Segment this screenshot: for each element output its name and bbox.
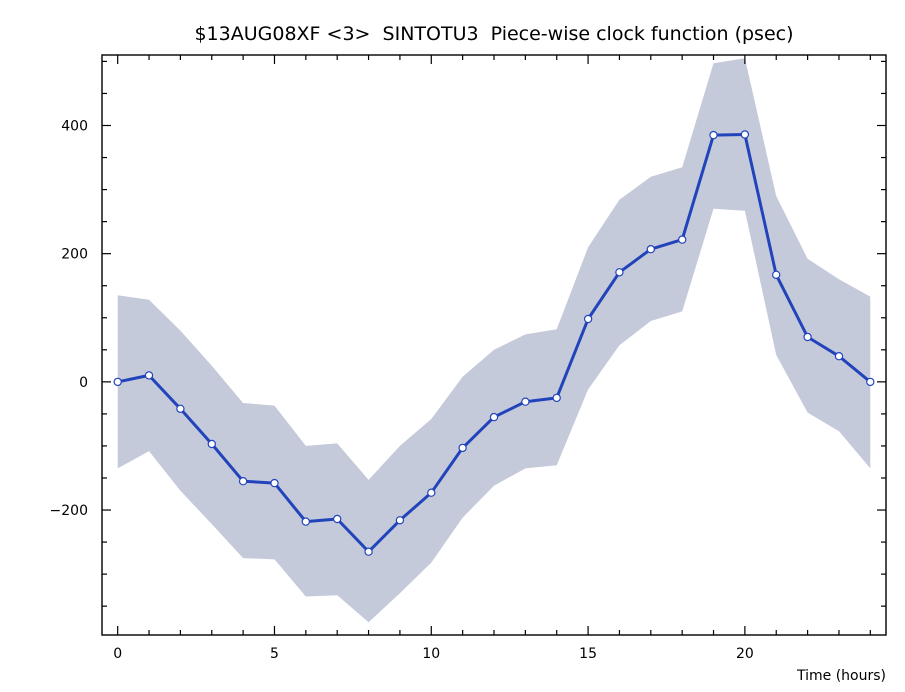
x-tick-label: 0 bbox=[113, 646, 122, 662]
data-point bbox=[521, 397, 530, 406]
x-axis-label: Time (hours) bbox=[796, 668, 886, 684]
data-point bbox=[144, 371, 154, 380]
x-tick-label: 5 bbox=[270, 646, 279, 662]
data-point bbox=[772, 270, 781, 279]
data-point bbox=[740, 130, 750, 139]
y-axis-ticks: −200 0 200 400 bbox=[50, 60, 886, 607]
data-point bbox=[238, 477, 248, 486]
data-point bbox=[207, 439, 216, 449]
y-tick-label: −200 bbox=[50, 503, 88, 519]
x-tick-label: 15 bbox=[579, 646, 597, 662]
x-tick-label: 20 bbox=[736, 646, 754, 662]
data-point bbox=[395, 516, 405, 525]
x-tick-label: 10 bbox=[422, 646, 440, 662]
data-point bbox=[552, 393, 561, 403]
y-tick-label: 0 bbox=[79, 375, 88, 391]
data-point bbox=[803, 332, 812, 342]
x-axis-ticks: 0 5 10 15 20 bbox=[113, 55, 871, 662]
data-point bbox=[866, 377, 875, 387]
data-point bbox=[834, 352, 844, 361]
data-point bbox=[270, 478, 279, 488]
data-point bbox=[458, 443, 467, 453]
data-point bbox=[646, 244, 656, 254]
data-point bbox=[583, 314, 593, 324]
data-point bbox=[678, 235, 687, 244]
y-tick-label: 400 bbox=[61, 118, 88, 134]
data-point bbox=[709, 130, 718, 140]
data-point-layer bbox=[113, 130, 875, 556]
confidence-band-layer bbox=[117, 58, 871, 623]
chart-title: $13AUG08XF <3> SINTOTU3 Piece-wise clock… bbox=[194, 23, 793, 45]
data-point bbox=[427, 488, 436, 497]
y-tick-label: 200 bbox=[61, 247, 88, 263]
data-point bbox=[615, 268, 624, 277]
data-point bbox=[489, 412, 499, 422]
data-point bbox=[176, 404, 185, 413]
data-point bbox=[364, 547, 373, 556]
data-point bbox=[113, 377, 122, 387]
plot-frame bbox=[101, 54, 887, 636]
data-point bbox=[333, 514, 342, 524]
uncertainty-band bbox=[117, 58, 871, 623]
data-point bbox=[301, 517, 310, 526]
